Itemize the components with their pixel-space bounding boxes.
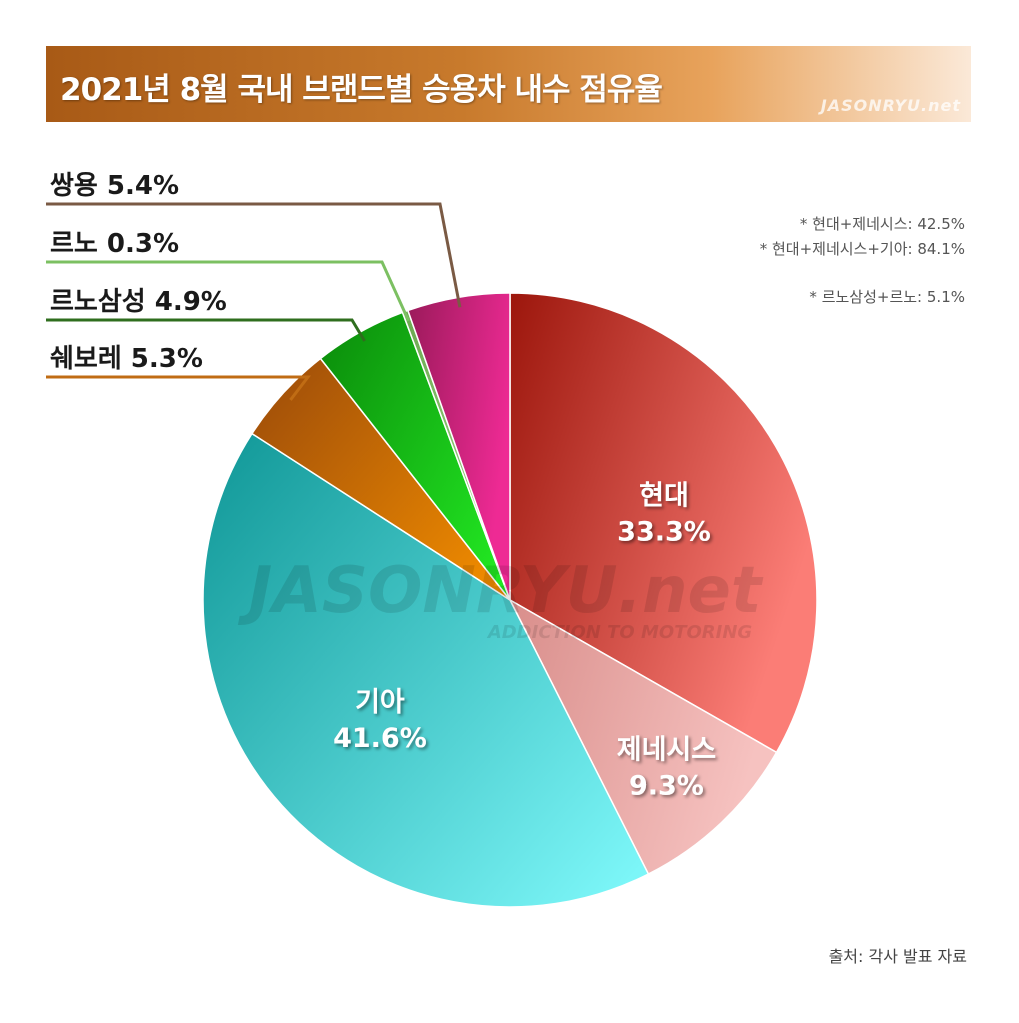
callout-label-renault: 르노 0.3% [50,229,179,259]
watermark-logo: JASONRYU.net [820,96,961,115]
slice-value-kia: 41.6% [333,723,427,754]
callout-line-ssangyong [46,202,462,308]
slice-value-hyundai: 33.3% [617,517,711,548]
pie-slice-genesis [508,598,778,876]
note-hyundai-genesis-kia: * 현대+제네시스+기아: 84.1% [759,240,965,258]
note-rsm-renault: * 르노삼성+르노: 5.1% [809,288,965,306]
slice-label-hyundai: 현대 [639,481,689,512]
callout-label-ssangyong: 쌍용 5.4% [50,171,179,201]
callout-line-chevrolet [46,375,312,401]
watermark-center: JASONRYU.net [238,554,764,628]
callout-line-renault [46,260,410,322]
slice-label-genesis: 제네시스 [617,735,716,766]
chart-title: 2021년 8월 국내 브랜드별 승용차 내수 점유율 [60,72,663,108]
watermark-tagline: ADDICTION TO MOTORING [486,622,752,643]
callout-line-renault-samsung [46,318,366,342]
pie-slice-hyundai [509,292,818,754]
pie-slice-kia [202,432,650,908]
slice-value-genesis: 9.3% [629,771,704,802]
note-hyundai-genesis: * 현대+제네시스: 42.5% [799,215,965,233]
callout-label-renault-samsung: 르노삼성 4.9% [50,287,227,317]
slice-label-kia: 기아 [355,687,405,718]
source-note: 출처: 각사 발표 자료 [828,947,967,966]
title-bar: 2021년 8월 국내 브랜드별 승용차 내수 점유율 JASONRYU.net [46,46,971,122]
callout-label-chevrolet: 쉐보레 5.3% [50,344,203,374]
